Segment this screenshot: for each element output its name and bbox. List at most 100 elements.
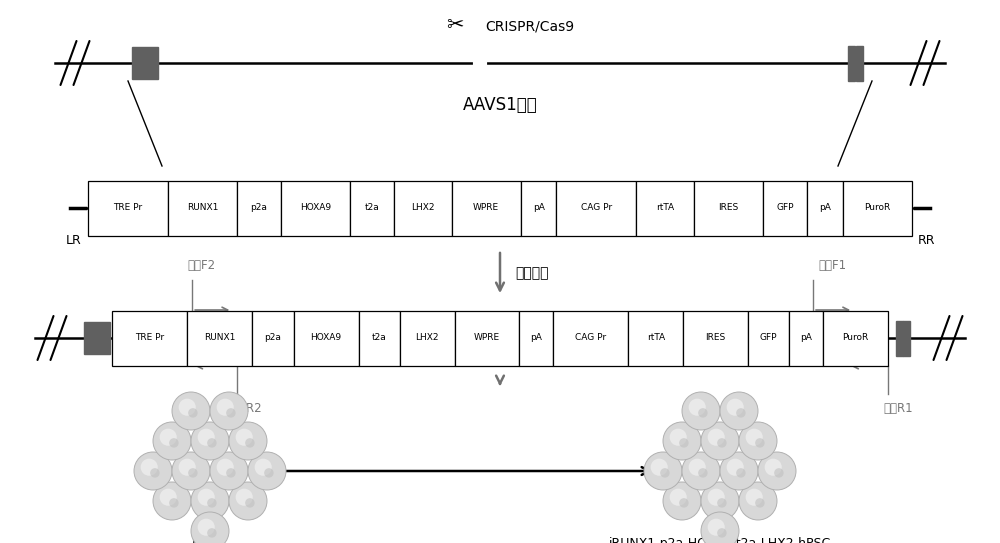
Circle shape	[191, 422, 229, 460]
Circle shape	[736, 468, 746, 478]
Bar	[823, 311, 888, 365]
Circle shape	[755, 498, 765, 508]
Text: hPSC: hPSC	[192, 536, 228, 543]
Text: p2a: p2a	[264, 333, 281, 343]
Circle shape	[739, 422, 777, 460]
Text: LR: LR	[66, 233, 82, 247]
Text: HOXA9: HOXA9	[311, 333, 342, 343]
Circle shape	[198, 489, 215, 506]
Circle shape	[670, 428, 687, 446]
Circle shape	[701, 482, 739, 520]
Bar	[903, 320, 910, 356]
Text: WPRE: WPRE	[473, 204, 499, 212]
Bar	[187, 311, 252, 365]
Bar	[848, 46, 855, 80]
Text: RUNX1: RUNX1	[187, 204, 218, 212]
Circle shape	[736, 408, 746, 418]
Text: PuroR: PuroR	[842, 333, 869, 343]
Circle shape	[188, 408, 198, 418]
Text: LHX2: LHX2	[411, 204, 435, 212]
Text: 引物R1: 引物R1	[883, 402, 913, 415]
Circle shape	[727, 399, 744, 416]
Circle shape	[169, 438, 179, 447]
Text: pA: pA	[530, 333, 542, 343]
Circle shape	[169, 498, 179, 508]
Circle shape	[226, 468, 236, 478]
Circle shape	[134, 452, 172, 490]
Text: pA: pA	[800, 333, 812, 343]
Text: p2a: p2a	[250, 204, 267, 212]
Bar	[519, 311, 553, 365]
Circle shape	[229, 422, 267, 460]
Circle shape	[198, 428, 215, 446]
Circle shape	[663, 422, 701, 460]
Bar	[452, 180, 521, 236]
Bar	[683, 311, 748, 365]
Text: 引物F1: 引物F1	[818, 259, 846, 272]
Circle shape	[153, 482, 191, 520]
Text: IRES: IRES	[705, 333, 726, 343]
Text: t2a: t2a	[364, 204, 379, 212]
Bar	[521, 180, 556, 236]
Bar	[252, 311, 294, 365]
Circle shape	[198, 519, 215, 536]
Circle shape	[755, 438, 765, 447]
Bar	[636, 180, 694, 236]
Text: TRE Pr: TRE Pr	[113, 204, 143, 212]
Circle shape	[701, 422, 739, 460]
Bar	[789, 311, 823, 365]
Circle shape	[679, 438, 689, 447]
Circle shape	[255, 459, 272, 476]
Text: rtTA: rtTA	[656, 204, 674, 212]
Text: RUNX1: RUNX1	[204, 333, 235, 343]
Text: AAVS1位点: AAVS1位点	[463, 96, 537, 114]
Circle shape	[670, 489, 687, 506]
Circle shape	[160, 428, 177, 446]
Circle shape	[765, 459, 782, 476]
Circle shape	[172, 452, 210, 490]
Bar	[856, 46, 862, 80]
Circle shape	[245, 438, 255, 447]
Bar	[400, 311, 455, 365]
Bar	[281, 180, 350, 236]
Circle shape	[708, 519, 725, 536]
Circle shape	[689, 459, 706, 476]
Circle shape	[153, 422, 191, 460]
Text: WPRE: WPRE	[474, 333, 500, 343]
Circle shape	[141, 459, 158, 476]
Circle shape	[217, 459, 234, 476]
Text: GFP: GFP	[760, 333, 777, 343]
Bar	[628, 311, 683, 365]
Circle shape	[663, 482, 701, 520]
Text: pA: pA	[533, 204, 545, 212]
Bar	[112, 311, 187, 365]
Circle shape	[188, 468, 198, 478]
Text: CRISPR/Cas9: CRISPR/Cas9	[485, 20, 574, 34]
Text: GFP: GFP	[776, 204, 794, 212]
Circle shape	[172, 392, 210, 430]
Bar	[350, 180, 394, 236]
Text: CAG Pr: CAG Pr	[581, 204, 612, 212]
Circle shape	[758, 452, 796, 490]
Circle shape	[229, 482, 267, 520]
Bar	[694, 180, 763, 236]
Circle shape	[191, 512, 229, 543]
Circle shape	[217, 399, 234, 416]
Text: pA: pA	[819, 204, 831, 212]
Circle shape	[720, 392, 758, 430]
Circle shape	[682, 452, 720, 490]
Circle shape	[210, 392, 248, 430]
Bar	[359, 311, 400, 365]
Bar	[807, 180, 843, 236]
Circle shape	[160, 489, 177, 506]
Circle shape	[644, 452, 682, 490]
Bar	[237, 180, 281, 236]
Circle shape	[660, 468, 670, 478]
Circle shape	[774, 468, 784, 478]
Circle shape	[226, 408, 236, 418]
Circle shape	[207, 438, 217, 447]
Circle shape	[739, 482, 777, 520]
Bar	[394, 180, 452, 236]
Circle shape	[179, 399, 196, 416]
Text: PuroR: PuroR	[864, 204, 891, 212]
